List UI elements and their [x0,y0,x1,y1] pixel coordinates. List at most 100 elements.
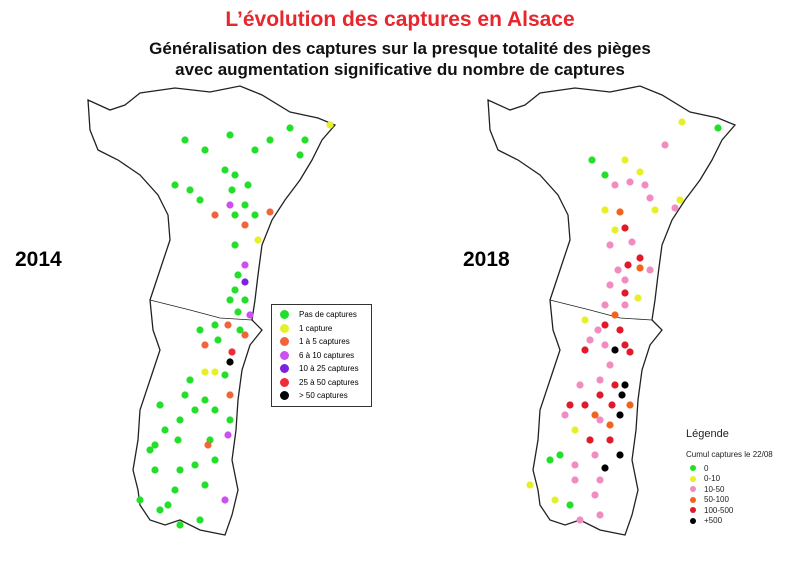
trap-2018-dot [608,401,616,409]
trap-2014-dot [296,151,304,159]
trap-2018-dot [526,481,534,489]
trap-2018-dot [588,156,596,164]
legend-item: 100-500 [686,505,773,516]
trap-2018-dot [611,346,619,354]
trap-2018-dot [576,381,584,389]
trap-2018-dot [621,156,629,164]
trap-2018-dot [628,238,636,246]
trap-2018-dot [621,301,629,309]
trap-2014-dot [231,211,239,219]
legend-dot [280,323,289,333]
legend-label: 0 [704,463,709,473]
trap-2018-dot [636,254,644,262]
trap-2014-dot [196,196,204,204]
trap-2018-dot [546,456,554,464]
trap-2014-dot [266,136,274,144]
trap-2014-dot [226,391,234,399]
trap-2018-dot [601,321,609,329]
trap-2018-dot [621,341,629,349]
legend-dot [280,391,289,401]
trap-2014-dot [236,326,244,334]
trap-2018-dot [621,276,629,284]
trap-2014-dot [211,321,219,329]
trap-2014-dot [226,131,234,139]
legend-dot [280,337,289,347]
legend-item: 25 à 50 captures [280,376,371,390]
department-border-2014 [149,299,253,321]
trap-2018-dot [596,391,604,399]
year-2018: 2018 [463,248,510,271]
trap-2018-dot [556,451,564,459]
legend-label: 10-50 [704,484,725,494]
trap-2014-dot [221,371,229,379]
trap-2014-dot [186,376,194,384]
trap-2018-dot [581,316,589,324]
trap-2014-dot [221,166,229,174]
trap-2014-dot [286,124,294,132]
trap-2014-dot [301,136,309,144]
trap-2014-dot [196,516,204,524]
trap-2018-dot [571,461,579,469]
trap-2018-dot [576,516,584,524]
trap-2018-dot [551,496,559,504]
region-outline-2014 [87,85,337,536]
trap-2014-dot [326,121,334,129]
trap-2018-dot [641,181,649,189]
trap-2018-dot [561,411,569,419]
trap-2018-dot [601,171,609,179]
trap-2014-dot [186,186,194,194]
trap-2018-dot [571,476,579,484]
legend-label: 10 à 25 captures [299,364,359,374]
year-2014: 2014 [15,248,62,271]
legend-dot [280,350,289,360]
trap-2014-dot [224,431,232,439]
legend-item: 0-10 [686,474,773,485]
trap-2018-dot [611,381,619,389]
trap-2014-dot [234,308,242,316]
trap-2014-dot [201,368,209,376]
legend-dot [690,465,696,472]
trap-2018-dot [606,361,614,369]
legend-label: 100-500 [704,505,734,515]
trap-2014-dot [266,208,274,216]
trap-2018-dot [626,178,634,186]
legend-dot [690,475,696,482]
legend-item: +500 [686,516,773,527]
trap-2018-dot [601,301,609,309]
trap-2018-dot [606,241,614,249]
legend-label: > 50 captures [299,391,348,401]
trap-2018-dot [586,336,594,344]
department-border-2018 [549,299,653,321]
subtitle: Généralisation des captures sur la presq… [0,38,800,80]
trap-2014-dot [176,466,184,474]
trap-2014-dot [201,481,209,489]
legend-dot [690,517,696,524]
legend-dot [690,486,696,493]
trap-2018-dot [591,411,599,419]
trap-2014-dot [211,211,219,219]
trap-2018-dot [566,501,574,509]
title: L’évolution des captures en Alsace [225,8,575,31]
legend-title: Légende [686,428,729,440]
trap-2018-dot [621,381,629,389]
legend-dot [280,310,289,320]
trap-2014-dot [161,426,169,434]
trap-2014-dot [196,326,204,334]
trap-2018-dot [606,281,614,289]
trap-2014-dot [241,296,249,304]
trap-2014-dot [241,278,249,286]
trap-2014-dot [231,286,239,294]
trap-2014-dot [251,146,259,154]
legend-item: 50-100 [686,495,773,506]
trap-2014-dot [234,271,242,279]
trap-2014-dot [211,406,219,414]
legend-item: 1 capture [280,322,371,336]
legend-label: 1 capture [299,323,333,333]
trap-2014-dot [171,486,179,494]
trap-2014-dot [201,341,209,349]
trap-2018-dot [571,426,579,434]
trap-2018-dot [606,436,614,444]
trap-2018-dot [676,196,684,204]
trap-2018-dot [624,261,632,269]
region-outline-2018 [487,85,737,536]
